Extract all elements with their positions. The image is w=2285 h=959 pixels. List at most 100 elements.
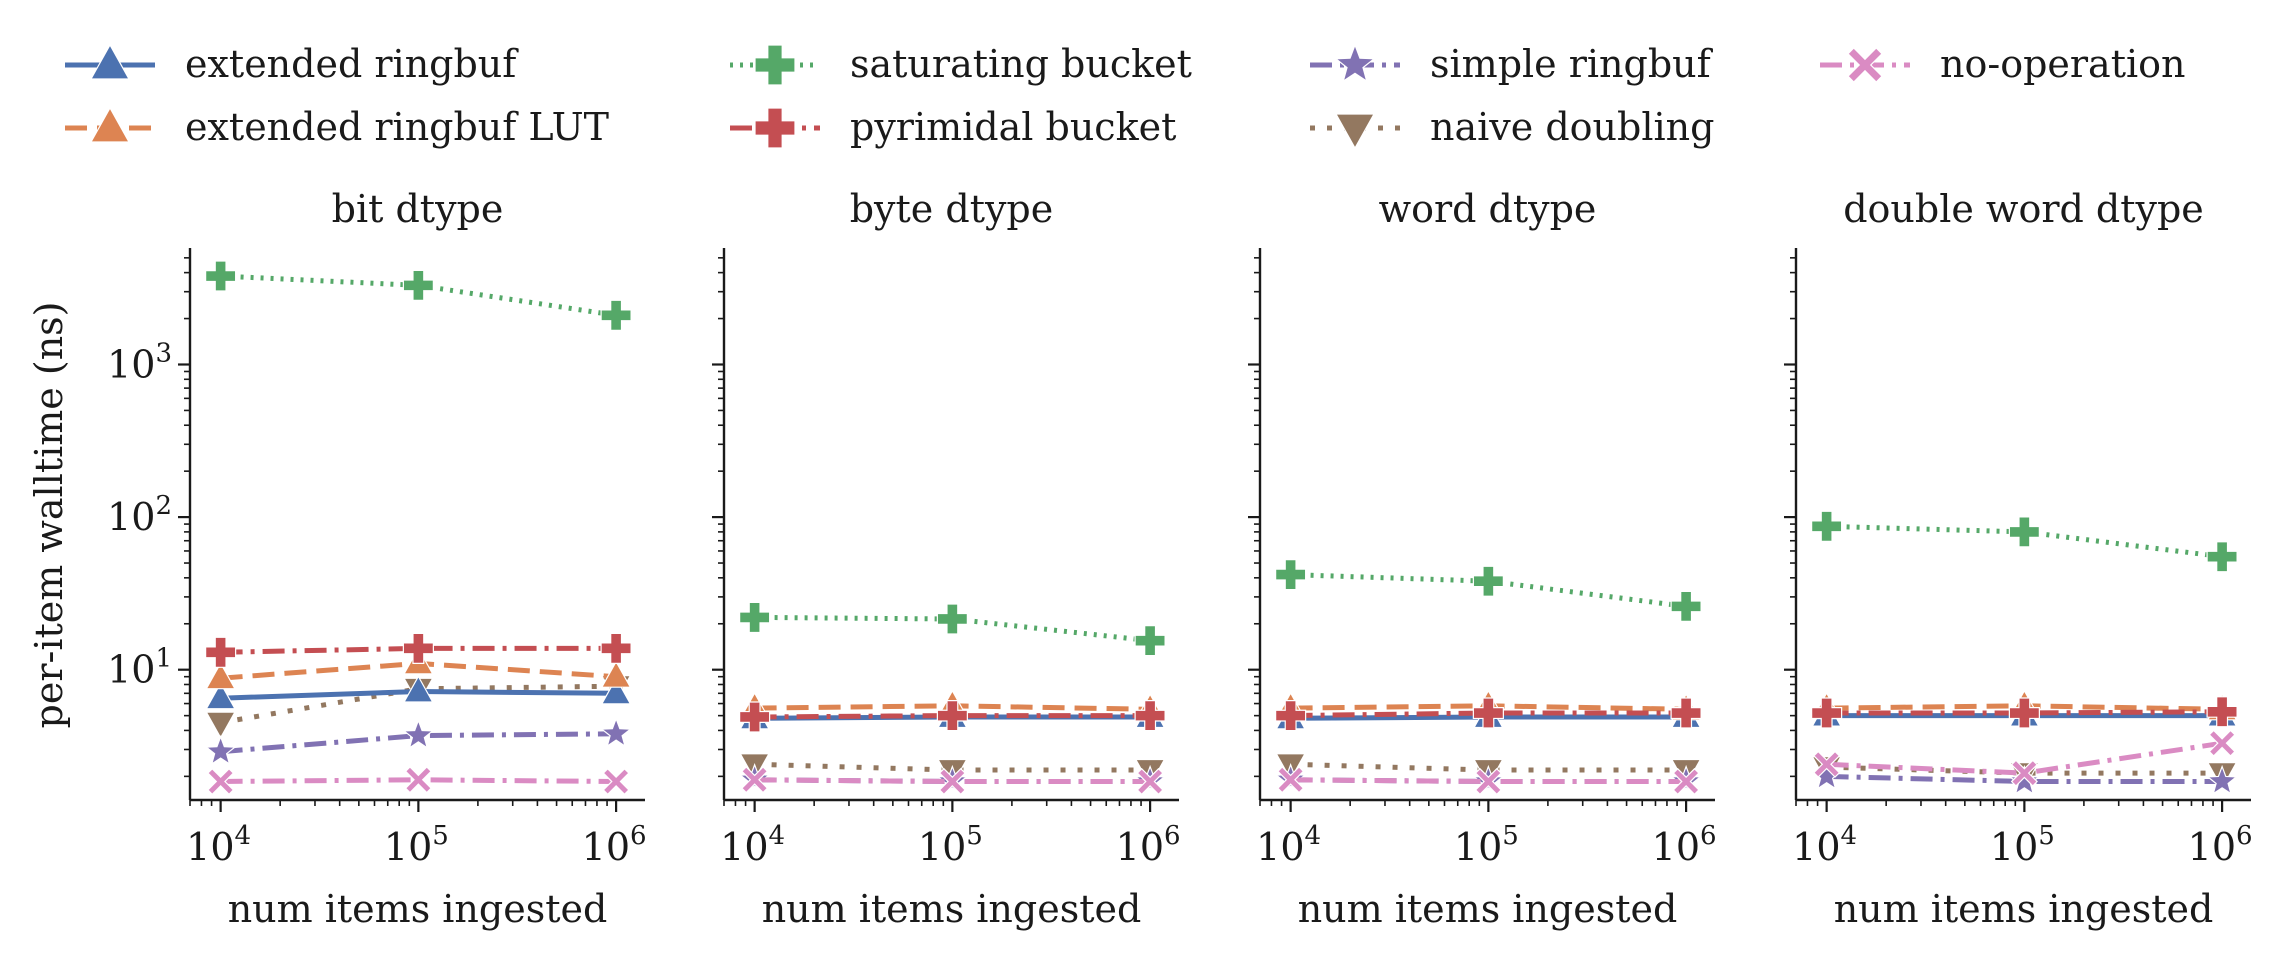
- legend-entry: naive doubling: [1310, 105, 1714, 150]
- x-tick-label: 105: [1990, 821, 2055, 869]
- data-point: [1813, 750, 1841, 778]
- data-point: [1672, 767, 1700, 796]
- data-point: [600, 677, 632, 705]
- y-axis-label: per-item walltime (ns): [27, 302, 71, 729]
- legend-label: no-operation: [1940, 42, 2185, 86]
- x-tick-label: 106: [1116, 821, 1181, 869]
- x-tick-label: 104: [1256, 821, 1321, 869]
- x-tick-label: 104: [720, 821, 785, 869]
- data-point: [205, 636, 237, 668]
- data-point: [1277, 766, 1305, 794]
- data-point: [739, 701, 771, 733]
- legend-entry: extended ringbuf LUT: [65, 105, 609, 149]
- series: [1811, 696, 2238, 729]
- data-point: [1811, 697, 1843, 729]
- series-line: [220, 273, 617, 318]
- series: [207, 766, 630, 796]
- data-point: [1811, 510, 1843, 542]
- x-tick-label: 104: [186, 821, 251, 869]
- data-point: [600, 660, 632, 688]
- data-point: [2008, 516, 2040, 548]
- data-point: [1134, 625, 1166, 657]
- y-tick-label: 103: [107, 338, 172, 386]
- legend-label: saturating bucket: [850, 42, 1192, 86]
- data-point: [205, 260, 237, 292]
- data-point: [1474, 767, 1502, 796]
- x-axis-label: num items ingested: [228, 887, 608, 931]
- legend-marker: [1847, 47, 1883, 83]
- legend-entry: saturating bucket: [730, 42, 1192, 86]
- data-point: [2208, 729, 2236, 757]
- data-point: [936, 603, 968, 635]
- data-point: [602, 767, 630, 796]
- x-tick-label: 105: [918, 821, 983, 869]
- data-point: [2010, 759, 2038, 787]
- data-point: [2206, 764, 2238, 796]
- series-line: [1826, 523, 2223, 560]
- series: [741, 766, 1164, 796]
- data-point: [2008, 697, 2040, 729]
- data-point: [205, 661, 236, 690]
- data-point: [2206, 541, 2238, 573]
- x-axis-label: num items ingested: [762, 887, 1142, 931]
- data-point: [404, 766, 432, 794]
- data-point: [2206, 696, 2238, 728]
- data-point: [205, 682, 236, 710]
- data-point: [207, 767, 235, 796]
- panel: bit dtype 101 102 103 104 105 106 num items ing…: [107, 187, 646, 931]
- data-point: [741, 766, 769, 794]
- legend-marker: [754, 44, 796, 86]
- y-tick-label: 102: [107, 491, 172, 539]
- x-tick-label: 106: [1652, 821, 1717, 869]
- series: [1811, 510, 2238, 573]
- panel-title: byte dtype: [850, 187, 1054, 231]
- panel-title: word dtype: [1379, 187, 1597, 231]
- data-point: [600, 717, 632, 748]
- legend-label: naive doubling: [1430, 105, 1714, 149]
- legend-entry: pyrimidal bucket: [730, 105, 1176, 149]
- data-point: [600, 299, 632, 331]
- panels: bit dtype 101 102 103 104 105 106 num items ing…: [107, 187, 2252, 931]
- series: [1275, 697, 1702, 732]
- legend-entry: simple ringbuf: [1310, 42, 1714, 86]
- data-point: [1275, 700, 1307, 732]
- x-tick-label: 106: [582, 821, 647, 869]
- data-point: [600, 632, 632, 664]
- legend-entry: no-operation: [1820, 42, 2185, 86]
- series-line: [754, 614, 1151, 644]
- x-axis-label: num items ingested: [1834, 887, 2214, 931]
- legend-label: simple ringbuf: [1430, 42, 1714, 86]
- legend-marker: [1334, 43, 1376, 83]
- series: [1277, 766, 1700, 796]
- x-tick-label: 104: [1792, 821, 1857, 869]
- legend-marker: [89, 106, 131, 143]
- legend-label: extended ringbuf: [185, 42, 519, 86]
- legend-marker: [89, 43, 131, 80]
- data-point: [1472, 697, 1504, 729]
- data-point: [1670, 590, 1702, 622]
- panel: double word dtype 104 105 106 num items inge…: [1784, 187, 2253, 931]
- x-tick-label: 105: [384, 821, 449, 869]
- data-point: [205, 711, 236, 739]
- data-point: [936, 700, 968, 732]
- data-point: [402, 269, 434, 301]
- legend-entry: extended ringbuf: [65, 42, 519, 86]
- x-tick-label: 106: [2188, 821, 2253, 869]
- data-point: [2008, 764, 2041, 796]
- data-point: [204, 735, 237, 766]
- legend-marker: [1334, 113, 1376, 150]
- series: [204, 717, 632, 766]
- panel-title: double word dtype: [1843, 187, 2204, 231]
- legend: extended ringbuf extended ringbuf LUT satu…: [65, 42, 2185, 150]
- data-point: [1134, 700, 1166, 732]
- data-point: [938, 767, 966, 796]
- data-point: [1275, 558, 1307, 591]
- data-point: [402, 718, 435, 750]
- series: [205, 675, 632, 710]
- y-tick-label: 101: [107, 644, 172, 692]
- series: [205, 260, 632, 331]
- data-point: [739, 601, 771, 634]
- data-point: [402, 632, 434, 664]
- series: [739, 601, 1166, 657]
- series: [1813, 729, 2236, 787]
